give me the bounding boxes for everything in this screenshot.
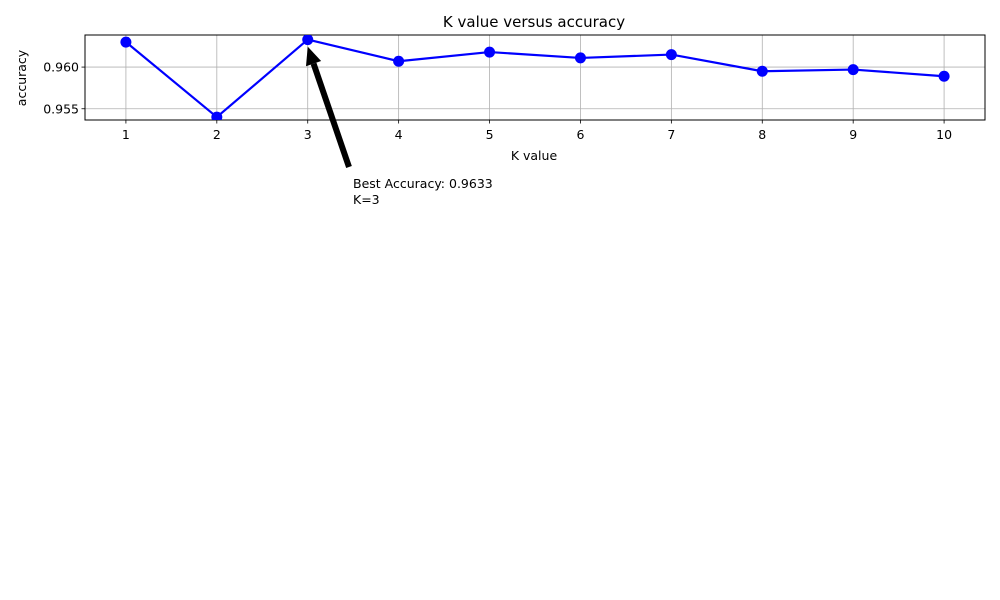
annotation-arrowhead bbox=[305, 46, 322, 67]
x-axis-ticks: 1 2 3 4 5 6 7 8 9 10 bbox=[122, 120, 952, 142]
data-point bbox=[211, 111, 223, 120]
x-tick-label: 2 bbox=[213, 127, 221, 142]
series-layer bbox=[120, 35, 950, 120]
data-point bbox=[847, 64, 859, 76]
x-tick-label: 7 bbox=[667, 127, 675, 142]
annotation-text-line2: K=3 bbox=[353, 192, 380, 207]
data-point bbox=[665, 49, 677, 61]
plot-area-frame bbox=[84, 34, 986, 121]
x-tick-label: 10 bbox=[936, 127, 952, 142]
x-axis-label: K value bbox=[511, 148, 558, 163]
x-tick-label: 5 bbox=[486, 127, 494, 142]
annotation-arrow bbox=[310, 62, 352, 168]
data-point bbox=[574, 52, 586, 64]
x-tick-label: 8 bbox=[758, 127, 766, 142]
data-point bbox=[484, 46, 496, 58]
x-tick-label: 1 bbox=[122, 127, 130, 142]
y-axis-ticks: 0.955 0.960 bbox=[43, 60, 85, 116]
annotation-text-line1: Best Accuracy: 0.9633 bbox=[353, 176, 493, 191]
series-line bbox=[125, 38, 945, 119]
data-point bbox=[938, 70, 950, 82]
chart-title: K value versus accuracy bbox=[443, 13, 625, 31]
x-tick-label: 4 bbox=[395, 127, 403, 142]
data-point bbox=[120, 36, 132, 48]
x-tick-label: 3 bbox=[304, 127, 312, 142]
y-tick-label: 0.960 bbox=[43, 60, 79, 75]
x-tick-label: 9 bbox=[849, 127, 857, 142]
data-point bbox=[756, 65, 768, 77]
x-tick-label: 6 bbox=[576, 127, 584, 142]
grid-lines bbox=[85, 35, 985, 120]
y-tick-label: 0.955 bbox=[43, 101, 79, 116]
y-axis-label: accuracy bbox=[14, 49, 29, 106]
series-clip-group bbox=[120, 35, 950, 120]
data-point bbox=[393, 55, 405, 67]
data-point bbox=[302, 35, 314, 46]
best-accuracy-annotation: Best Accuracy: 0.9633 K=3 bbox=[305, 46, 493, 207]
